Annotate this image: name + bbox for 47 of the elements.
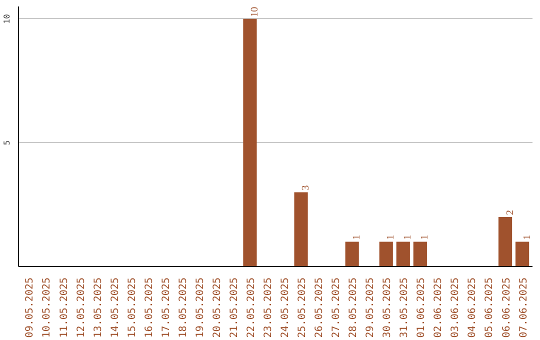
- bar: [379, 242, 393, 266]
- x-tick-label: 26.05.2025: [314, 277, 326, 338]
- x-tick-label: 23.05.2025: [262, 277, 274, 338]
- bar: [294, 192, 308, 266]
- x-tick-label: 14.05.2025: [110, 277, 121, 338]
- x-tick-label: 13.05.2025: [92, 277, 104, 338]
- data-label: 1: [352, 234, 363, 240]
- bar: [345, 242, 359, 266]
- x-tick-label: 07.06.2025: [518, 277, 530, 338]
- x-tick-label: 27.05.2025: [331, 277, 342, 338]
- x-tick-label: 21.05.2025: [228, 277, 240, 338]
- x-tick-label: 29.05.2025: [365, 277, 376, 338]
- x-tick-label: 24.05.2025: [280, 277, 292, 338]
- x-tick-label: 12.05.2025: [76, 277, 87, 338]
- x-tick-label: 28.05.2025: [348, 277, 360, 338]
- data-label: 1: [386, 234, 397, 240]
- x-tick-label: 11.05.2025: [58, 277, 70, 338]
- data-label: 1: [522, 234, 533, 240]
- x-tick-label: 06.06.2025: [501, 277, 512, 338]
- x-tick-label: 03.06.2025: [450, 277, 462, 338]
- x-tick-label: 25.05.2025: [297, 277, 308, 338]
- bar: [396, 242, 410, 266]
- y-tick-label: 5: [2, 140, 12, 146]
- data-label: 1: [420, 234, 431, 240]
- x-tick-label: 19.05.2025: [194, 277, 206, 338]
- bar: [413, 242, 427, 266]
- x-tick-label: 15.05.2025: [126, 277, 138, 338]
- x-tick-label: 20.05.2025: [212, 277, 223, 338]
- x-tick-label: 16.05.2025: [144, 277, 155, 338]
- x-tick-label: 05.06.2025: [484, 277, 496, 338]
- x-tick-label: 30.05.2025: [382, 277, 394, 338]
- x-tick-label: 09.05.2025: [24, 277, 36, 338]
- x-tick-label: 17.05.2025: [160, 277, 172, 338]
- data-label: 3: [300, 185, 312, 190]
- bar: [243, 18, 257, 266]
- x-tick-label: 31.05.2025: [399, 277, 410, 338]
- bar: [515, 242, 530, 266]
- data-label: 1: [402, 234, 414, 240]
- x-tick-label: 01.06.2025: [416, 277, 428, 338]
- x-tick-label: 02.06.2025: [433, 277, 444, 338]
- x-tick-label: 04.06.2025: [467, 277, 478, 338]
- data-label: 10: [249, 6, 260, 17]
- x-tick-label: 18.05.2025: [178, 277, 189, 338]
- bar: [498, 216, 512, 266]
- data-label: 2: [504, 210, 516, 215]
- x-tick-label: 10.05.2025: [42, 277, 53, 338]
- x-tick-label: 22.05.2025: [246, 277, 257, 338]
